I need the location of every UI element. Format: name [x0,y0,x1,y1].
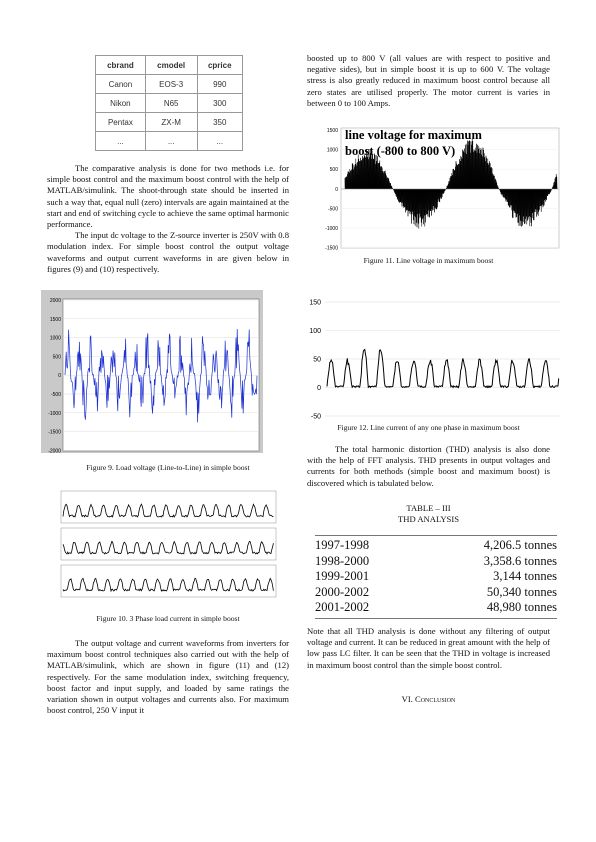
figure-11-caption: Figure 11. Line voltage in maximum boost [307,256,550,265]
thd-value: 3,358.6 tonnes [484,554,557,570]
y-tick-label: -1500 [48,430,61,436]
figure-10-plot [43,486,281,606]
paragraph: The comparative analysis is done for two… [47,163,289,230]
col-header: cbrand [96,56,146,75]
thd-period: 1997-1998 [315,538,369,554]
subplot-frame [61,528,276,560]
table-cell: N65 [145,94,197,113]
thd-period: 2001-2002 [315,600,369,616]
figure-11-plot: 1500 1000 500 0 -500 -1000 -1500 line voltage f… [315,124,560,252]
table-cell: ... [96,132,146,151]
y-tick-label: 1500 [50,317,61,323]
y-tick-label: 50 [313,357,321,364]
thd-row: 1998-2000 3,358.6 tonnes [315,554,557,570]
section-heading: VI. Conclusion [307,694,550,704]
table-cell: ZX-M [145,113,197,132]
subplot-frame [61,491,276,523]
y-tick-label: 500 [53,354,62,360]
y-tick-label: -50 [311,414,321,421]
y-tick-label: 1000 [50,336,61,342]
col-header: cmodel [145,56,197,75]
y-tick-label: 0 [317,385,321,392]
thd-value: 3,144 tonnes [493,569,557,585]
figure-9-caption: Figure 9. Load voltage (Line-to-Line) in… [47,463,289,472]
paragraph: The input dc voltage to the Z-source inv… [47,230,289,275]
paragraph: The total harmonic distortion (THD) anal… [307,444,550,489]
thd-row: 1997-1998 4,206.5 tonnes [315,538,557,554]
figure-12-plot: 150 100 50 0 -50 [307,294,562,422]
y-tick-label: 2000 [50,298,61,304]
y-tick-label: 0 [335,187,338,193]
paragraph: Note that all THD analysis is done witho… [307,626,550,671]
table-cell: 990 [197,75,243,94]
paragraph: The output voltage and current waveforms… [47,638,289,716]
thd-period: 1999-2001 [315,569,369,585]
paragraph: boosted up to 800 V (all values are with… [307,53,550,109]
thd-value: 4,206.5 tonnes [484,538,557,554]
y-tick-label: -1500 [325,246,338,252]
y-tick-label: -500 [328,206,338,212]
figure-12-caption: Figure 12. Line current of any one phase… [307,423,550,432]
right-text-block-1: boosted up to 800 V (all values are with… [307,53,550,109]
table-cell: Pentax [96,113,146,132]
y-tick-label: 100 [309,328,321,335]
y-tick-label: -1000 [325,226,338,232]
table-cell: 350 [197,113,243,132]
y-tick-label: -500 [51,392,61,398]
thd-value: 50,340 tonnes [487,585,557,601]
left-text-block-2: The output voltage and current waveforms… [47,638,289,716]
table-cell: ... [197,132,243,151]
table-cell: ... [145,132,197,151]
table-subtitle: THD ANALYSIS [307,514,550,524]
top-table-figure: cbrand cmodel cprice Canon EOS-3 990 Nikon… [95,55,243,150]
thd-row: 2001-2002 48,980 tonnes [315,600,557,616]
table-cell: Canon [96,75,146,94]
brand-table: cbrand cmodel cprice Canon EOS-3 990 Nikon… [95,55,243,151]
table-rule-bottom [315,618,557,619]
right-text-block-2: The total harmonic distortion (THD) anal… [307,444,550,489]
table-rule-top [315,535,557,536]
thd-row: 1999-2001 3,144 tonnes [315,569,557,585]
y-tick-label: 500 [330,167,339,173]
figure-11-title-line2: boost (-800 to 800 V) [345,144,455,158]
thd-period: 1998-2000 [315,554,369,570]
plot-area [325,298,560,418]
y-tick-label: 0 [58,373,61,379]
table-cell: Nikon [96,94,146,113]
table-cell: EOS-3 [145,75,197,94]
table-cell: 300 [197,94,243,113]
section-heading-title: Conclusion [415,694,455,704]
right-text-block-3: Note that all THD analysis is done witho… [307,626,550,671]
thd-value: 48,980 tonnes [487,600,557,616]
y-tick-label: -2000 [48,448,61,453]
col-header: cprice [197,56,243,75]
thd-row: 2000-2002 50,340 tonnes [315,585,557,601]
y-tick-label: 1000 [327,148,338,154]
y-tick-label: -1000 [48,411,61,417]
figure-10-caption: Figure 10. 3 Phase load current in simpl… [47,614,289,623]
table-title: TABLE – III [307,503,550,513]
figure-11-title-line1: line voltage for maximum [345,128,482,142]
thd-table: 1997-1998 4,206.5 tonnes 1998-2000 3,358.6 … [315,535,557,619]
thd-table-body: 1997-1998 4,206.5 tonnes 1998-2000 3,358.6 … [315,538,557,616]
y-tick-label: 150 [309,300,321,307]
left-text-block-1: The comparative analysis is done for two… [47,163,289,275]
thd-period: 2000-2002 [315,585,369,601]
figure-9-plot: 2000 1500 1000 500 0 -500 -1000 -1500 -2000 [41,290,263,453]
y-tick-label: 1500 [327,128,338,134]
